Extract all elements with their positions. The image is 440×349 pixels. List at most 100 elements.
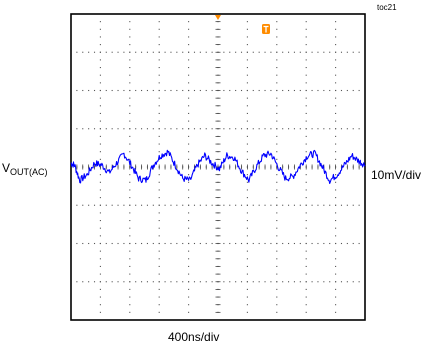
grid-dot xyxy=(288,281,290,283)
grid-dot xyxy=(288,242,290,245)
grid-dot xyxy=(111,281,113,283)
grid-dot xyxy=(305,181,307,183)
grid-dot xyxy=(158,258,160,260)
grid-dot xyxy=(88,204,90,206)
grid-dot xyxy=(117,89,119,92)
grid-dot xyxy=(146,242,148,245)
grid-dot xyxy=(111,128,113,130)
grid-dot xyxy=(188,112,190,114)
grid-dot xyxy=(129,158,131,160)
grid-dot xyxy=(264,51,266,53)
grid-dot xyxy=(235,204,237,206)
grid-dot xyxy=(293,242,295,245)
grid-dot xyxy=(358,89,360,92)
grid-dot xyxy=(146,89,148,92)
grid-dot xyxy=(258,128,260,130)
grid-dot xyxy=(99,151,101,153)
grid-dot xyxy=(276,181,278,183)
grid-dot xyxy=(240,242,243,245)
grid-dot xyxy=(335,304,337,306)
grid-dot xyxy=(188,220,190,222)
grid-dot xyxy=(146,128,148,130)
grid-dot xyxy=(164,89,166,92)
grid-dot xyxy=(129,220,131,222)
grid-dot xyxy=(235,281,237,283)
grid-dot xyxy=(276,197,278,199)
grid-dot xyxy=(246,51,248,53)
grid-dot xyxy=(276,304,278,306)
grid-dot xyxy=(188,250,190,252)
grid-dot xyxy=(276,242,278,245)
grid-dot xyxy=(340,89,343,92)
grid-dot xyxy=(276,74,278,76)
grid-dot xyxy=(129,204,131,206)
grid-dot xyxy=(276,273,278,275)
grid-dot xyxy=(76,204,78,206)
grid-dot xyxy=(335,44,337,46)
grid-dot xyxy=(88,51,90,53)
time-scale-label: 400ns/div xyxy=(168,330,220,344)
grid-dot xyxy=(129,44,131,46)
grid-dot xyxy=(335,212,337,214)
grid-dot xyxy=(205,89,207,92)
grid-dot xyxy=(299,242,301,245)
grid-dot xyxy=(335,67,337,69)
grid-dot xyxy=(129,51,131,53)
grid-dot xyxy=(158,304,160,306)
grid-dot xyxy=(293,204,295,206)
grid-dot xyxy=(141,89,143,92)
grid-dot xyxy=(246,67,248,69)
grid-dot xyxy=(158,311,160,313)
grid-dot xyxy=(152,51,154,53)
grid-dot xyxy=(129,128,131,130)
grid-dot xyxy=(311,281,313,283)
grid-dot xyxy=(317,128,319,130)
grid-dot xyxy=(335,105,337,107)
grid-dot xyxy=(141,51,143,53)
grid-dot xyxy=(311,51,313,53)
grid-dot xyxy=(105,89,107,92)
grid-dot xyxy=(246,143,248,145)
grid-dot xyxy=(305,135,307,137)
grid-dot xyxy=(193,89,196,92)
grid-dot xyxy=(305,242,307,245)
grid-dot xyxy=(176,51,178,53)
grid-dot xyxy=(188,151,190,153)
grid-dot xyxy=(223,89,225,92)
grid-dot xyxy=(358,128,360,130)
grid-dot xyxy=(129,112,131,114)
grid-dot xyxy=(335,227,337,229)
grid-dot xyxy=(188,44,190,46)
grid-dot xyxy=(88,128,90,130)
grid-dot xyxy=(93,281,96,283)
grid-dot xyxy=(93,51,96,53)
grid-dot xyxy=(305,250,307,252)
grid-dot xyxy=(129,273,131,275)
grid-dot xyxy=(129,281,131,283)
grid-dot xyxy=(146,281,148,283)
grid-dot xyxy=(199,89,201,92)
grid-dot xyxy=(335,281,337,283)
grid-dot xyxy=(158,67,160,69)
grid-dot xyxy=(93,204,96,206)
grid-dot xyxy=(246,273,248,275)
grid-dot xyxy=(335,82,337,84)
grid-dot xyxy=(188,273,190,275)
grid-dot xyxy=(105,51,107,53)
grid-dot xyxy=(235,51,237,53)
grid-dot xyxy=(276,112,278,114)
grid-dot xyxy=(335,220,337,222)
grid-dot xyxy=(246,97,248,99)
grid-dot xyxy=(276,21,278,23)
grid-dot xyxy=(305,220,307,222)
grid-dot xyxy=(158,296,160,298)
grid-dot xyxy=(340,128,343,130)
grid-dot xyxy=(276,296,278,298)
grid-dot xyxy=(335,250,337,252)
grid-dot xyxy=(346,51,348,53)
grid-dot xyxy=(123,281,125,283)
grid-dot xyxy=(182,51,184,53)
grid-dot xyxy=(188,89,190,92)
grid-dot xyxy=(99,158,101,160)
